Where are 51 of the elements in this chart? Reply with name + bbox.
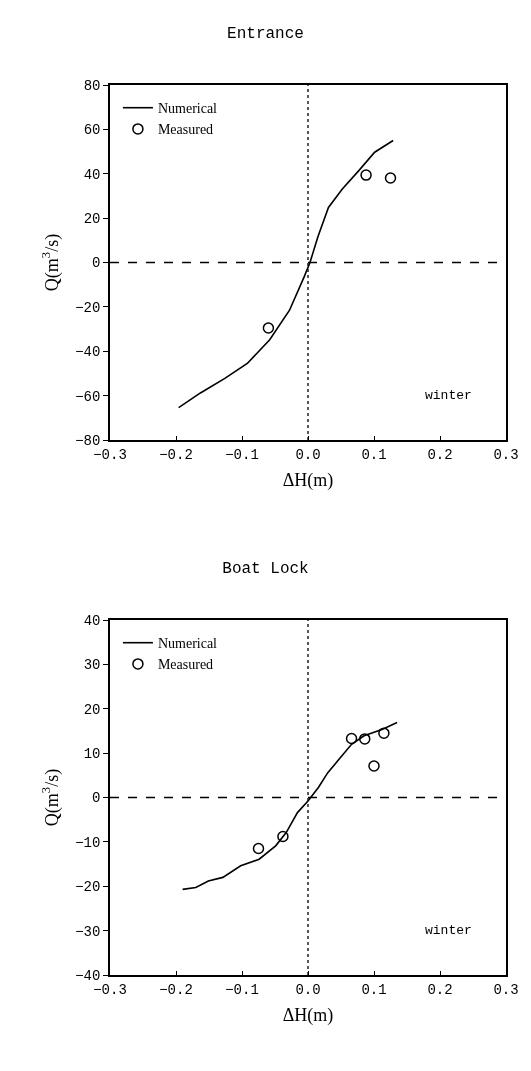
y-tick-label: 20	[83, 211, 101, 228]
x-tick-label: −0.2	[159, 446, 193, 463]
y-tick-label: 0	[92, 255, 101, 272]
y-tick-label: −80	[75, 432, 101, 449]
y-tick-label: −20	[75, 879, 101, 896]
y-tick-label: 60	[83, 122, 101, 139]
x-tick-label: 0.1	[361, 446, 387, 463]
y-tick-label: −60	[75, 388, 101, 405]
annotation: winter	[425, 388, 472, 403]
x-tick-label: −0.1	[225, 981, 259, 998]
legend-label: Measured	[157, 657, 214, 673]
x-tick-label: 0.2	[427, 446, 453, 463]
x-tick-label: 0.2	[427, 981, 453, 998]
x-tick-label: 0.0	[295, 446, 321, 463]
point	[384, 172, 397, 184]
x-tick-label: 0.0	[295, 981, 321, 998]
y-tick-label: −30	[75, 923, 101, 940]
annotation: winter	[425, 923, 472, 938]
y-tick-label: −40	[75, 344, 101, 361]
point	[277, 830, 289, 843]
point	[359, 733, 371, 745]
point	[252, 842, 265, 855]
y-tick-label: 30	[83, 657, 101, 674]
x-tick-label: 0.3	[493, 446, 519, 463]
legend-label: Numerical	[157, 636, 218, 652]
legend-label: Measured	[157, 122, 214, 138]
legend-label: Numerical	[157, 101, 218, 117]
x-tick-label: −0.2	[159, 981, 193, 998]
x-tick-label: 0.1	[361, 981, 387, 998]
y-tick-label: −20	[75, 299, 101, 316]
y-tick-label: 40	[83, 612, 101, 629]
x-tick-label: −0.3	[93, 446, 127, 463]
x-tick-label: 0.3	[493, 981, 519, 998]
x-tick-label: −0.1	[225, 446, 259, 463]
y-tick-label: 20	[83, 701, 101, 718]
x-tick-label: −0.3	[93, 981, 127, 998]
x-axis-title: ΔH(m)	[282, 470, 334, 492]
y-tick-label: 10	[83, 746, 101, 763]
y-tick-label: −40	[75, 967, 101, 984]
point	[262, 322, 275, 334]
y-tick-label: 0	[92, 790, 101, 807]
y-tick-label: 40	[83, 166, 101, 183]
y-tick-label: −10	[75, 834, 101, 851]
point	[368, 760, 380, 772]
point	[345, 732, 358, 745]
point	[360, 169, 372, 181]
chart-title: Entrance	[227, 24, 304, 43]
chart-title: Boat Lock	[222, 559, 309, 578]
y-tick-label: 80	[83, 77, 101, 94]
x-axis-title: ΔH(m)	[282, 1005, 334, 1027]
point	[378, 727, 390, 739]
